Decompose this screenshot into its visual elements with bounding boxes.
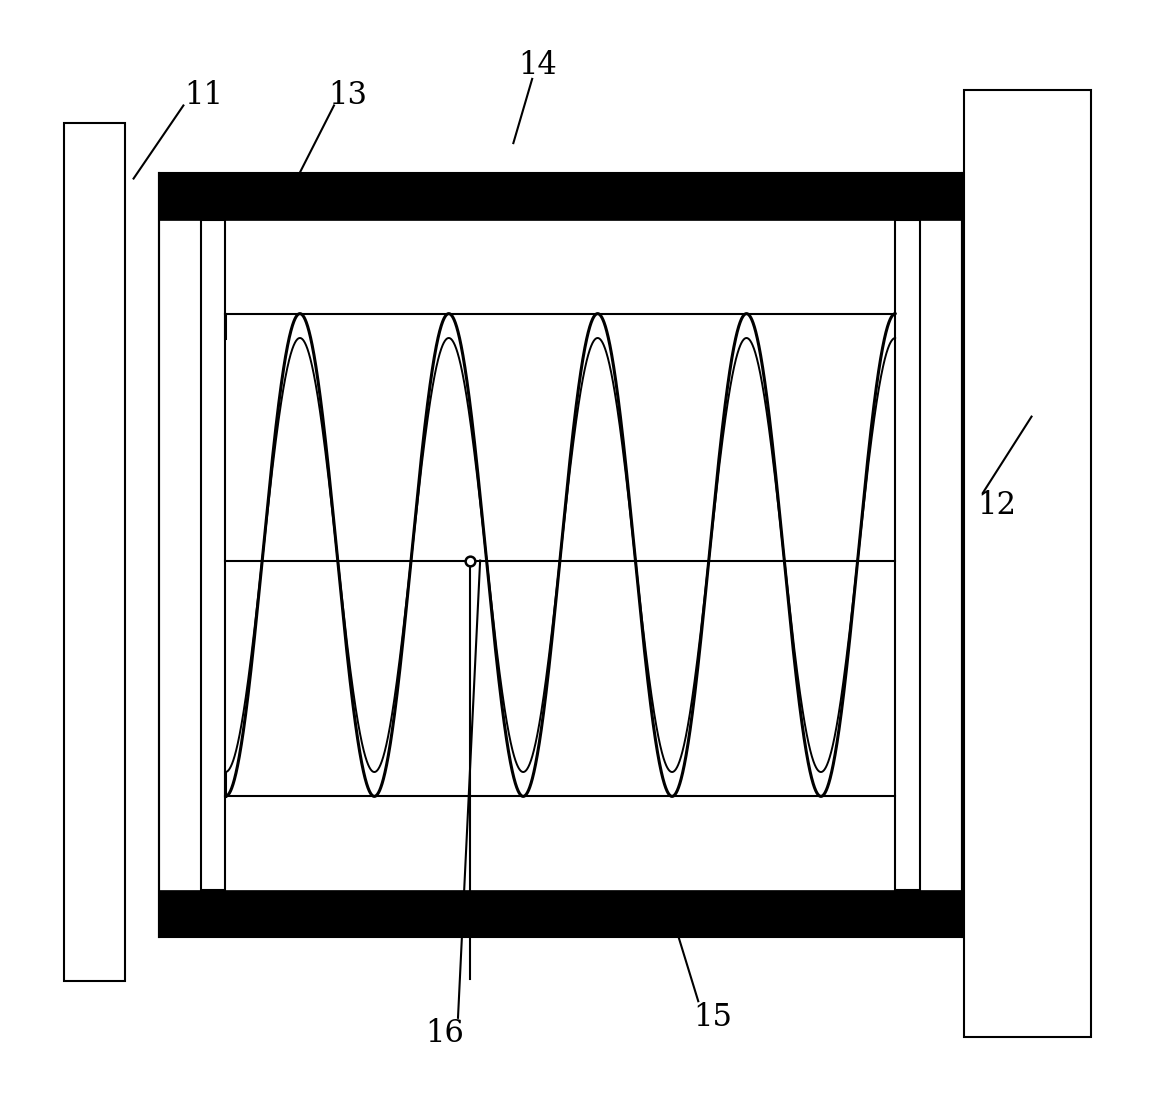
Bar bbox=[159, 173, 961, 937]
Bar bbox=[201, 220, 226, 890]
Text: 16: 16 bbox=[425, 1018, 464, 1049]
Text: 11: 11 bbox=[184, 80, 222, 111]
Bar bbox=[964, 90, 1092, 1037]
Text: 13: 13 bbox=[328, 80, 367, 111]
Text: 14: 14 bbox=[518, 50, 558, 81]
Bar bbox=[64, 123, 125, 981]
Text: 12: 12 bbox=[978, 490, 1016, 521]
Bar bbox=[159, 890, 961, 937]
Text: 15: 15 bbox=[693, 1002, 732, 1033]
Bar bbox=[159, 173, 961, 220]
Bar bbox=[895, 220, 920, 890]
